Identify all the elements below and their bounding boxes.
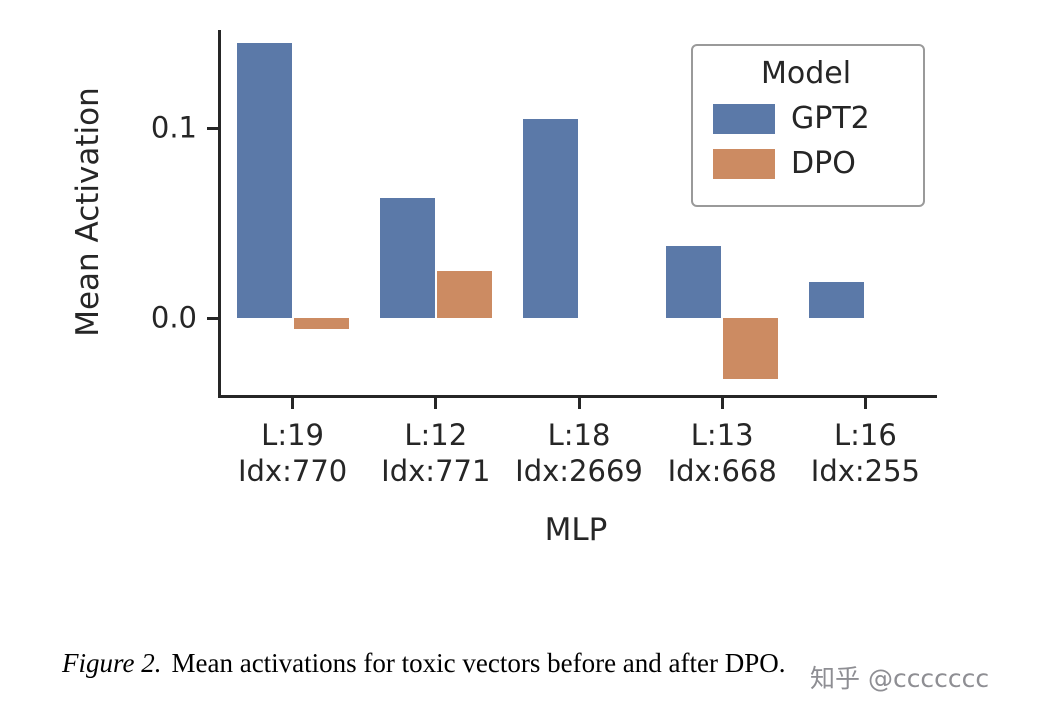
x-tick-mark [720, 398, 724, 409]
bar-dpo-4 [723, 318, 779, 379]
y-tick-label: 0.0 [150, 300, 197, 335]
caption-label: Figure 2. [62, 648, 162, 678]
bar-gpt2-5 [809, 281, 865, 319]
legend-item-gpt2: GPT2 [713, 101, 899, 136]
x-tick-label: L:16 Idx:255 [810, 418, 921, 489]
bar-gpt2-4 [666, 245, 722, 319]
legend-label-gpt2: GPT2 [791, 101, 870, 136]
legend: Model GPT2 DPO [691, 44, 925, 207]
legend-entries: GPT2 DPO [713, 101, 899, 181]
legend-swatch-gpt2 [713, 103, 775, 134]
y-tick-label: 0.1 [150, 110, 197, 145]
x-tick-mark [291, 398, 295, 409]
legend-label-dpo: DPO [791, 146, 856, 181]
x-tick-label: L:13 Idx:668 [667, 418, 777, 489]
x-tick-mark [434, 398, 438, 409]
bar-gpt2-1 [236, 42, 292, 319]
x-tick-mark [863, 398, 867, 409]
figure-caption: Figure 2. Mean activations for toxic vect… [62, 648, 1002, 679]
bar-gpt2-2 [379, 198, 435, 319]
bar-dpo-2 [436, 270, 492, 319]
y-axis-label: Mean Activation [70, 87, 106, 337]
caption-text: Mean activations for toxic vectors befor… [171, 648, 786, 678]
bar-gpt2-3 [523, 118, 578, 319]
legend-title: Model [760, 56, 852, 91]
y-tick-mark [207, 126, 218, 130]
legend-swatch-dpo [713, 148, 775, 179]
x-axis-label: MLP [544, 512, 608, 548]
x-tick-label: L:18 Idx:2669 [515, 418, 643, 489]
y-tick-mark [207, 316, 218, 320]
bar-chart-plot-area: Model GPT2 DPO 0.0 0.1 L:19 Idx:770 L:12 Idx:7… [151, 30, 937, 488]
bar-dpo-1 [293, 318, 349, 330]
x-tick-mark [577, 398, 581, 409]
x-tick-label: L:12 Idx:771 [381, 418, 491, 489]
x-tick-label: L:19 Idx:770 [237, 418, 348, 489]
legend-item-dpo: DPO [713, 146, 899, 181]
watermark: 知乎 @ccccccc [800, 656, 1000, 698]
